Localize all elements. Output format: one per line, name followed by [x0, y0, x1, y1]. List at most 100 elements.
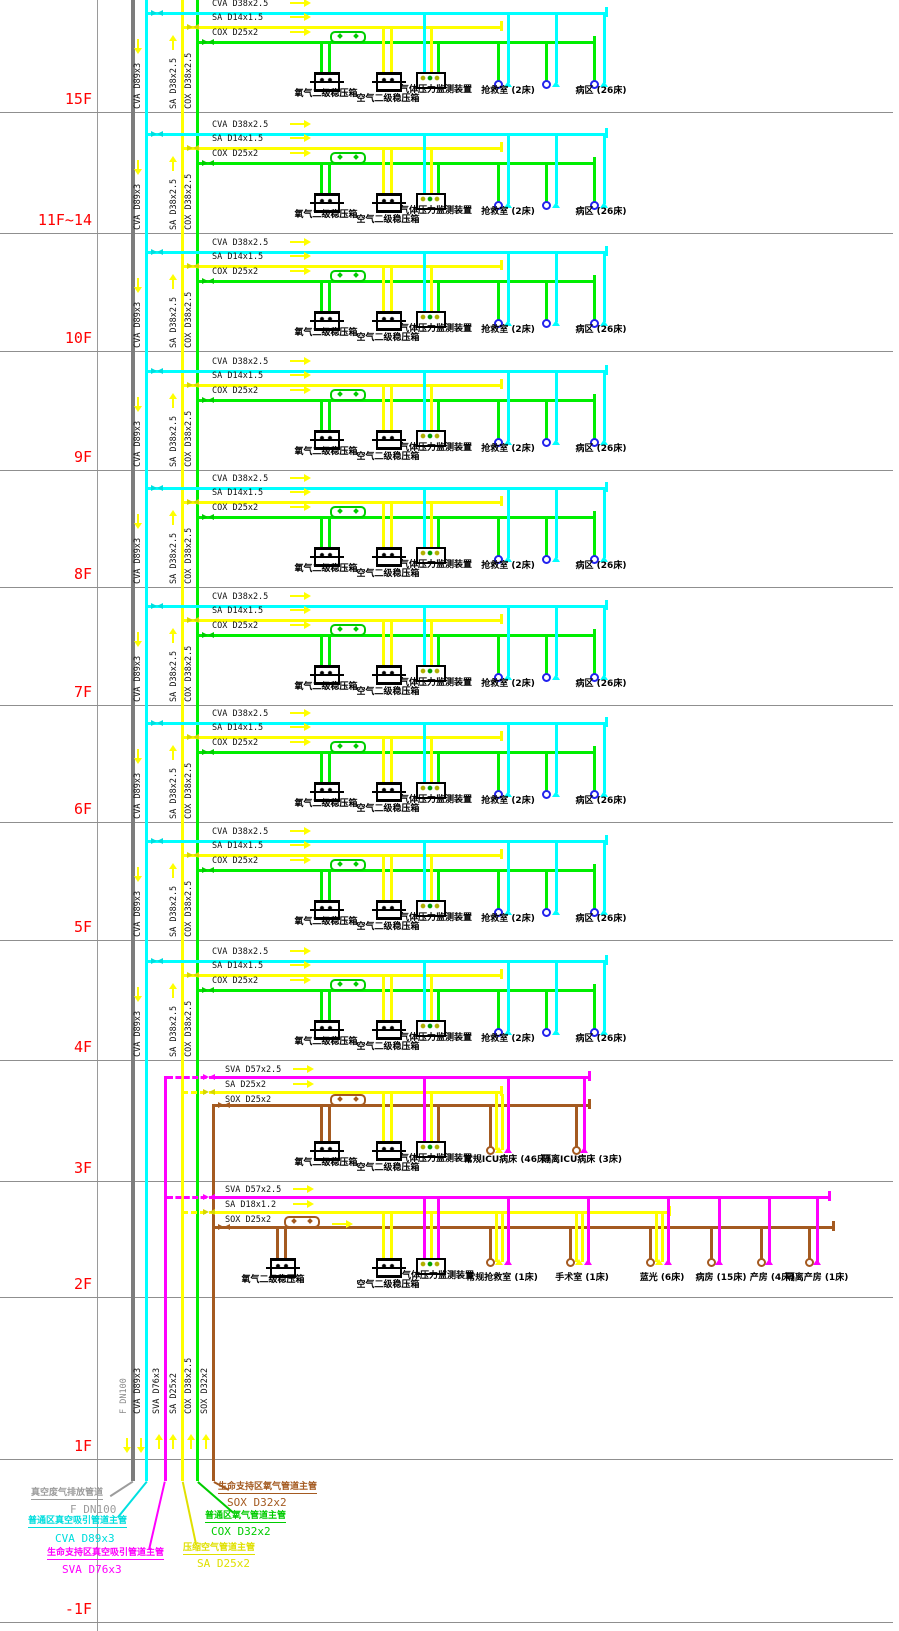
pipe-end-cap	[605, 246, 608, 256]
outlet-circle-icon	[494, 790, 503, 799]
pipe-end-cap	[605, 717, 608, 727]
pipe-connector-icon	[218, 1224, 230, 1231]
pipe-drop	[382, 387, 385, 430]
outlet-circle-icon	[494, 80, 503, 89]
standard-floor-unit: CVA D38x2.5 SA D14x1.5 COX D25x2 CVA D89…	[0, 587, 899, 705]
cva-branch-label: CVA D38x2.5	[212, 947, 269, 957]
o2-regulator-box	[310, 311, 344, 331]
standard-floor-unit: CVA D38x2.5 SA D14x1.5 COX D25x2 CVA D89…	[0, 233, 899, 351]
outlet-arrow-icon	[552, 81, 560, 87]
cox-branch-pipe	[197, 41, 595, 44]
pipe-drop	[507, 1199, 510, 1262]
riser-sva	[164, 1076, 167, 1481]
sox-branch-pipe	[213, 1104, 590, 1107]
sva-branch-label: SVA D57x2.5	[225, 1185, 282, 1195]
riser-label-sa: SA D25x2	[169, 1373, 179, 1414]
pipe-connector-icon	[202, 514, 214, 521]
legend-code-cox: COX D32x2	[211, 1525, 271, 1538]
gas-monitor-box	[416, 430, 446, 447]
riser-label-cox: COX D38x2.5	[184, 173, 194, 230]
pipe-connector-icon	[202, 278, 214, 285]
outlet-arrow-icon	[504, 1029, 512, 1035]
flow-arrow-icon	[137, 1438, 145, 1453]
endpoint-label-ward: 病区 (26床)	[575, 444, 627, 454]
air-regulator-label: 空气二级稳压箱	[356, 687, 420, 697]
gas-monitor-label: 气体压力监测装置	[399, 443, 472, 453]
cva-branch-label: CVA D38x2.5	[212, 0, 269, 9]
pipe-drop	[593, 992, 596, 1031]
flow-arrow-icon	[293, 1065, 314, 1073]
pipe-drop	[545, 165, 548, 204]
pipe-drop	[328, 872, 331, 900]
riser-label-sva: SVA D76x3	[152, 1367, 162, 1414]
floor-line	[0, 470, 893, 471]
sa-branch-label: SA D14x1.5	[212, 13, 264, 23]
floor-label: -1F	[64, 1600, 92, 1618]
legend-code-vacuum-exhaust: F DN100	[70, 1503, 117, 1516]
flow-arrow-icon	[290, 947, 311, 955]
pipe-drop	[768, 1199, 771, 1262]
flow-arrow-icon	[290, 503, 311, 511]
pipe-connector-icon	[151, 958, 163, 965]
valve-bypass-icon	[330, 1094, 366, 1106]
pipe-drop	[437, 519, 440, 547]
pipe-end-cap	[605, 7, 608, 17]
pipe-end-cap	[500, 1086, 503, 1096]
pipe-drop	[328, 637, 331, 665]
flow-arrow-icon	[134, 514, 142, 529]
o2-regulator-box	[310, 665, 344, 685]
floor-label: 2F	[73, 1275, 92, 1293]
pipe-end-cap	[605, 128, 608, 138]
pipe-drop	[320, 402, 323, 430]
pipe-end-cap	[500, 21, 503, 31]
pipe-drop	[437, 44, 440, 72]
pipe-drop	[603, 608, 606, 676]
o2-regulator-box	[310, 1141, 344, 1161]
air-regulator-box	[372, 1258, 406, 1278]
pipe-drop	[545, 754, 548, 793]
pipe-drop	[489, 1229, 492, 1262]
pipe-drop	[437, 637, 440, 665]
gas-monitor-label: 气体压力监测装置	[399, 85, 472, 95]
o2-regulator-label: 氧气二级稳压箱	[294, 682, 358, 692]
flow-arrow-icon	[290, 709, 311, 717]
pipe-end-cap	[605, 482, 608, 492]
outlet-circle-icon	[542, 1028, 551, 1037]
air-regulator-label: 空气二级稳压箱	[356, 1042, 420, 1052]
pipe-drop	[320, 283, 323, 311]
pipe-drop	[390, 504, 393, 547]
outlet-circle-icon	[590, 790, 599, 799]
flow-arrow-icon	[290, 738, 311, 746]
pipe-drop	[430, 504, 433, 547]
flow-arrow-icon	[134, 987, 142, 1002]
legend-code-cva: CVA D89x3	[55, 1532, 115, 1545]
legend-name-cva: 普通区真空吸引管道主管	[28, 1516, 128, 1528]
cva-branch-label: CVA D38x2.5	[212, 827, 269, 837]
pipe-drop	[382, 504, 385, 547]
o2-regulator-label: 氧气二级稳压箱	[294, 210, 358, 220]
pipe-end-cap	[593, 36, 596, 46]
legend-code-sox: SOX D32x2	[227, 1496, 287, 1509]
cox-branch-pipe	[197, 399, 595, 402]
pipe-drop	[382, 150, 385, 193]
pipe-drop	[587, 1199, 590, 1262]
gas-monitor-box	[416, 1020, 446, 1037]
pipe-end-cap	[500, 731, 503, 741]
gas-monitor-label: 气体压力监测装置	[399, 795, 472, 805]
pipe-drop	[495, 1094, 498, 1150]
sva-branch-pipe-dashed	[167, 1076, 215, 1079]
pipe-end-cap	[500, 496, 503, 506]
cva-branch-label: CVA D38x2.5	[212, 238, 269, 248]
outlet-arrow-icon	[495, 1147, 503, 1153]
flow-arrow-icon	[169, 510, 177, 525]
riser-label-cox: COX D38x2.5	[184, 410, 194, 467]
floor-label: 7F	[73, 683, 92, 701]
pipe-end-cap	[593, 511, 596, 521]
pipe-drop	[497, 402, 500, 441]
pipe-drop	[423, 843, 426, 900]
pipe-drop	[382, 29, 385, 72]
flow-arrow-icon	[202, 1434, 210, 1449]
pipe-drop	[569, 1229, 572, 1262]
pipe-drop	[320, 165, 323, 193]
o2-regulator-box	[310, 72, 344, 92]
